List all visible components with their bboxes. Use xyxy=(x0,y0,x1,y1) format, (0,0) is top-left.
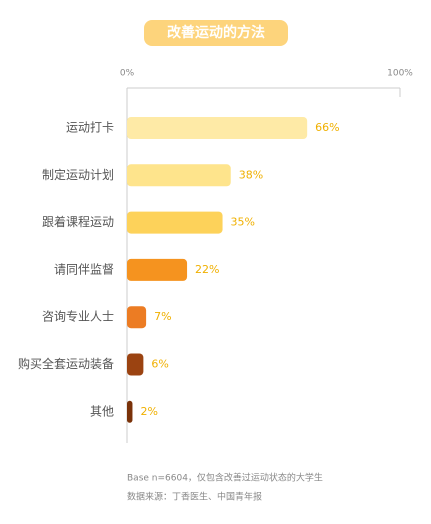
y-tick-label: 其他 xyxy=(90,404,114,418)
bar xyxy=(127,258,188,281)
y-tick-label: 请同伴监督 xyxy=(54,261,114,276)
bar xyxy=(127,117,308,139)
footnote: 数据来源：丁香医生、中国青年报 xyxy=(127,491,262,503)
bar xyxy=(127,211,223,234)
y-tick-label: 制定运动计划 xyxy=(42,167,114,182)
bar xyxy=(127,400,133,423)
bar xyxy=(127,164,231,187)
value-label: 35% xyxy=(231,216,255,229)
value-label: 22% xyxy=(195,263,219,276)
value-label: 66% xyxy=(315,121,339,134)
x-tick-label: 0% xyxy=(120,69,135,79)
y-tick-label: 运动打卡 xyxy=(66,121,114,135)
y-tick-label: 购买全套运动装备 xyxy=(18,356,114,371)
footnote: Base n=6604，仅包含改善过运动状态的大学生 xyxy=(127,472,323,484)
value-label: 2% xyxy=(140,405,157,418)
x-tick-label: 100% xyxy=(387,69,413,79)
value-label: 7% xyxy=(154,310,171,323)
value-label: 6% xyxy=(151,358,168,371)
title-background xyxy=(144,20,288,46)
value-label: 38% xyxy=(239,168,263,181)
bar xyxy=(127,306,147,329)
y-tick-label: 咨询专业人士 xyxy=(42,309,114,324)
bar xyxy=(127,353,144,376)
chart-title: 改善运动的方法 xyxy=(167,24,265,41)
y-tick-label: 跟着课程运动 xyxy=(42,214,114,229)
